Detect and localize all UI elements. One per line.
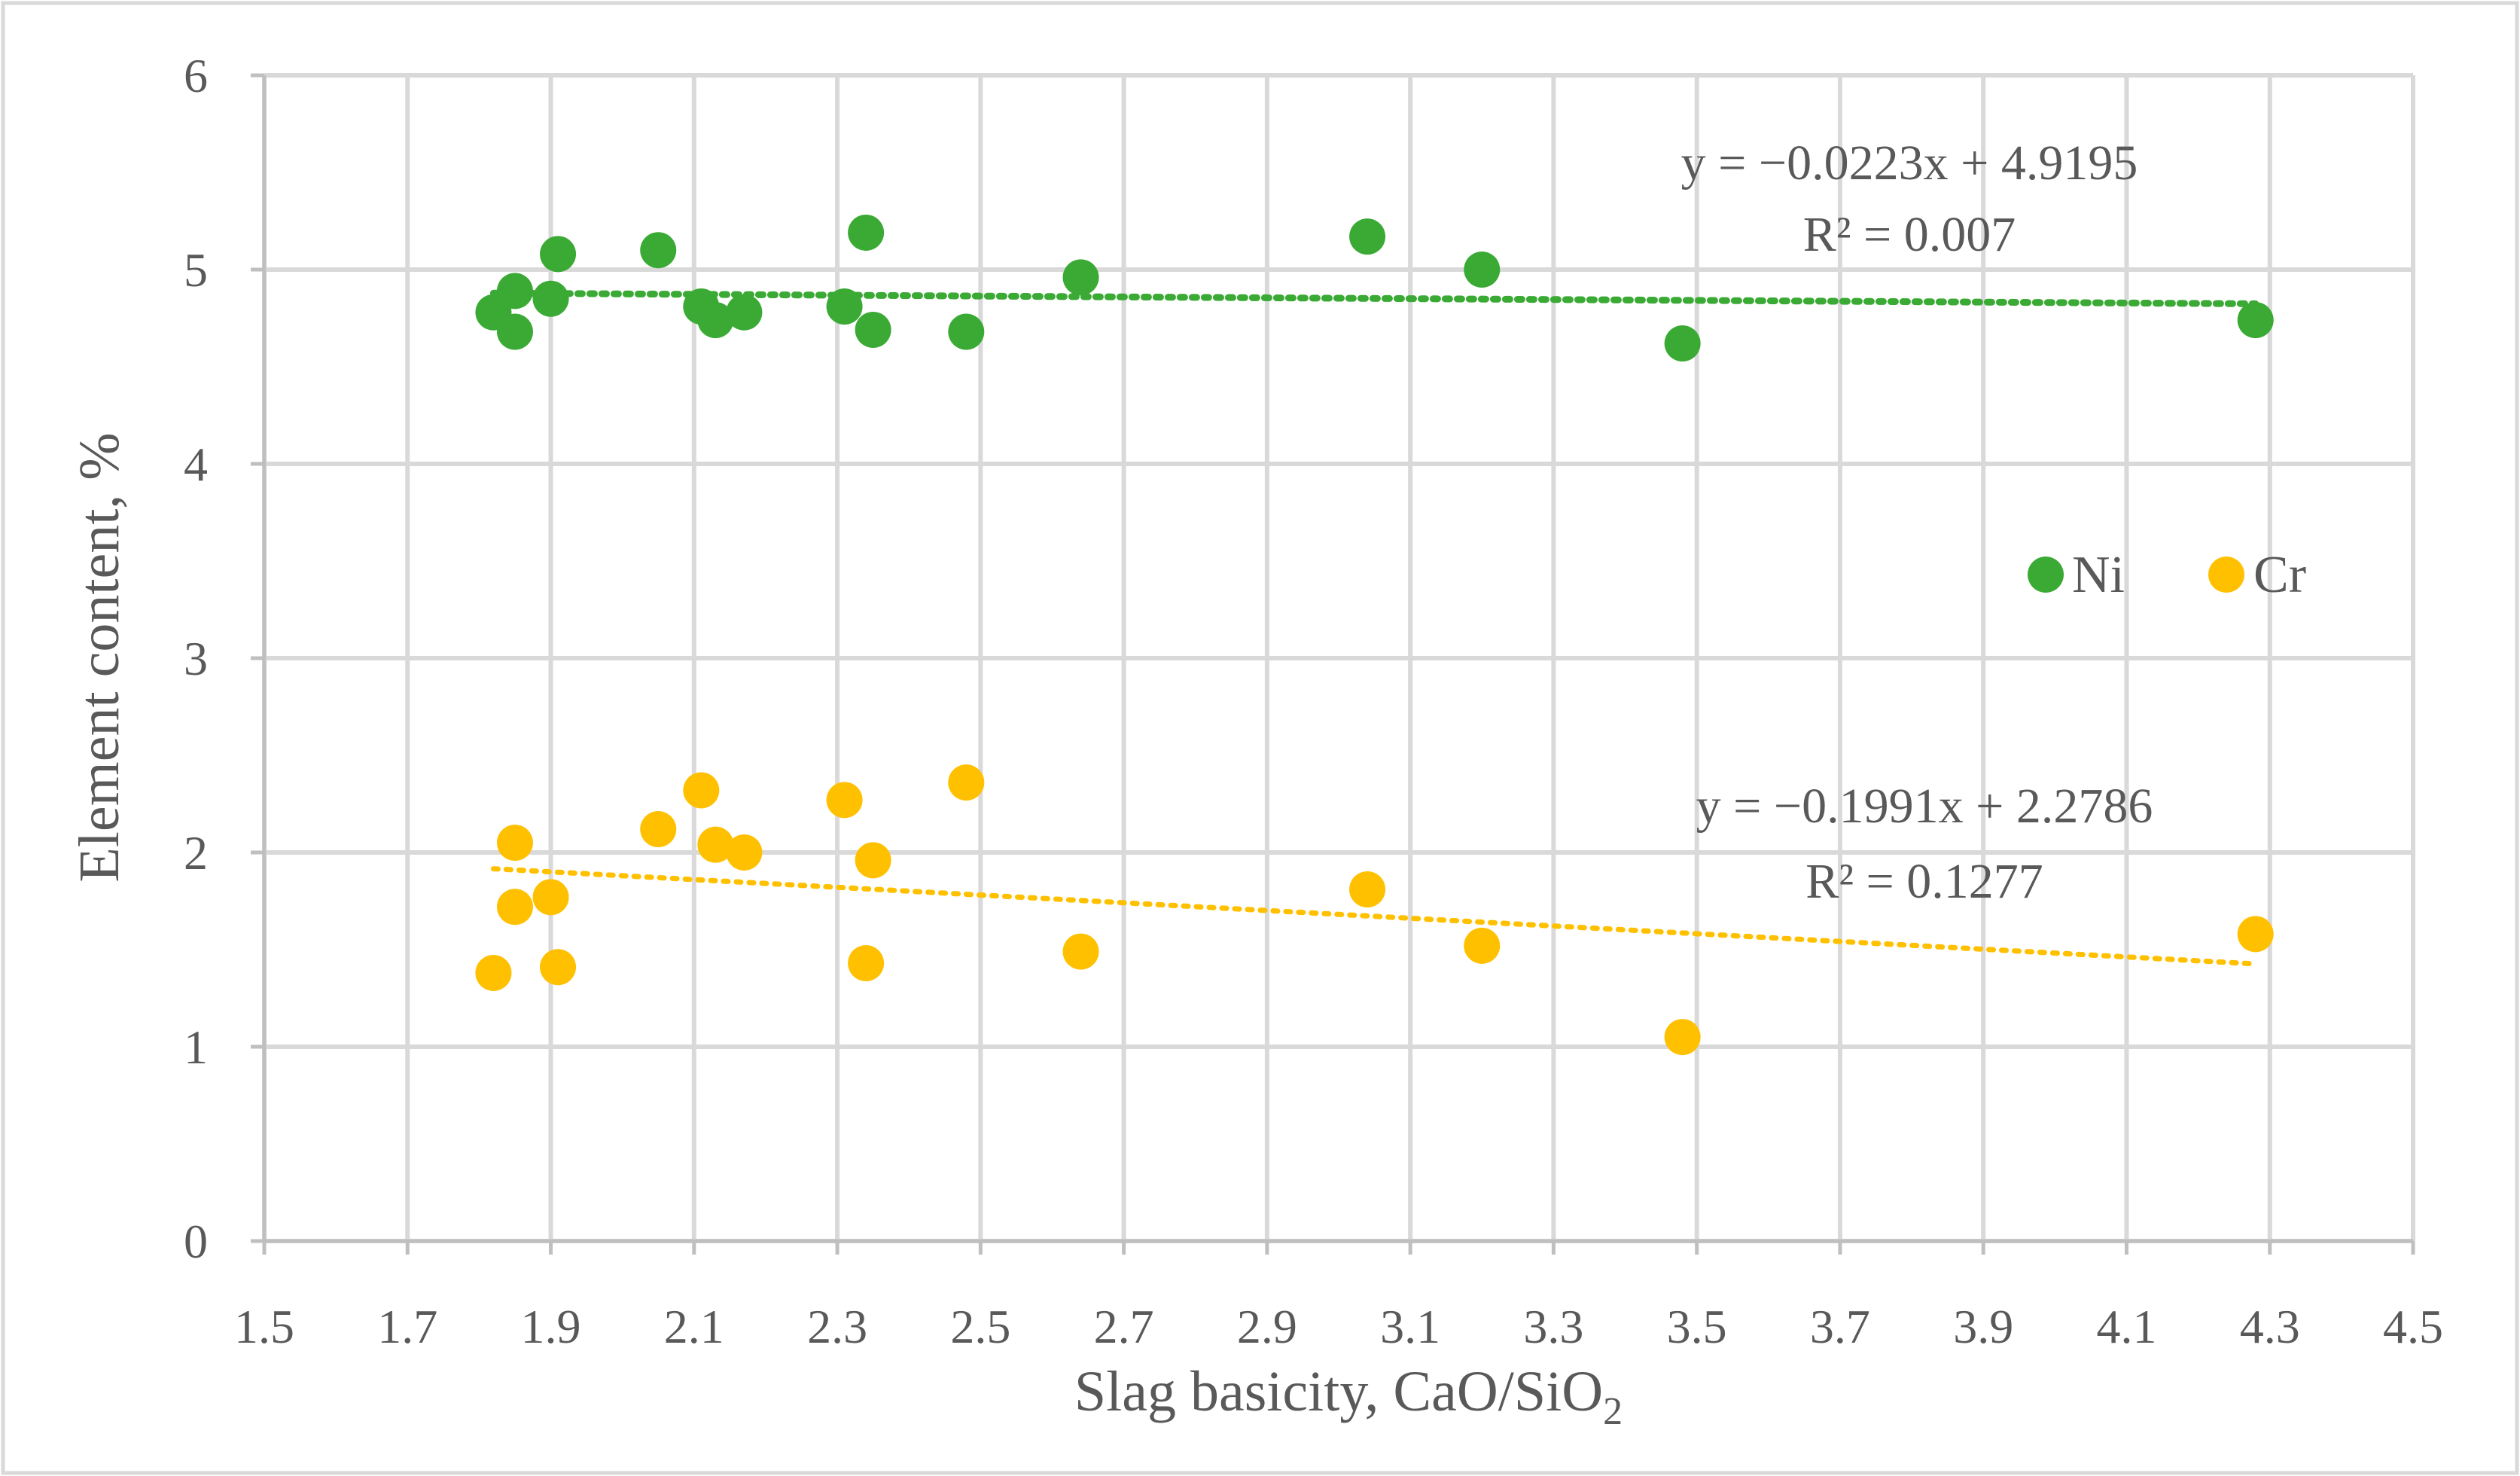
cr-data-point (496, 889, 533, 926)
tick-labels: 1.5 1.7 1.9 2.1 2.3 2.5 2.7 2.9 3.1 3.3 3.5 3.7 3.9 4… (184, 49, 2443, 1353)
grid-lines (262, 73, 2415, 1243)
ni-trendline-r-squared: R² = 0.007 (1803, 207, 2016, 262)
x-tick-label: 2.3 (807, 1300, 867, 1353)
ni-data-point (855, 311, 891, 348)
ni-data-point (948, 313, 985, 350)
legend: Ni Cr (2028, 546, 2306, 604)
ni-data-point (848, 214, 885, 251)
ni-data-point (2237, 302, 2274, 339)
cr-data-point (475, 954, 512, 991)
x-axis-title-main: Slag basicity, CaO/SiO (1074, 1360, 1603, 1423)
cr-trendline (490, 866, 2259, 967)
legend-marker-cr (2208, 557, 2244, 593)
x-tick-label: 3.7 (1810, 1300, 1870, 1353)
ni-data-point (532, 280, 569, 317)
x-tick-label: 4.3 (2240, 1300, 2300, 1353)
axes (251, 73, 2415, 1255)
x-tick-label: 2.5 (950, 1300, 1010, 1353)
x-tick-label: 3.3 (1523, 1300, 1583, 1353)
trendline-annotations: y = −0.0223x + 4.9195 R² = 0.007 y = −0.… (1681, 136, 2153, 909)
ni-data-point (726, 294, 763, 331)
cr-data-point (855, 842, 891, 879)
ni-data-point (496, 273, 533, 310)
y-tick-label: 1 (184, 1020, 208, 1074)
legend-label-cr: Cr (2253, 546, 2306, 604)
legend-marker-ni (2028, 557, 2064, 593)
ni-data-point (1062, 259, 1099, 296)
cr-data-point (683, 772, 720, 809)
x-tick-label: 1.9 (521, 1300, 581, 1353)
ni-data-point (1664, 325, 1701, 362)
ni-trendline (489, 289, 2259, 307)
x-tick-label: 3.5 (1667, 1300, 1727, 1353)
x-tick-label: 1.5 (234, 1300, 294, 1353)
x-tick-label: 3.9 (1953, 1300, 2013, 1353)
y-axis-title: Element content, % (68, 432, 131, 882)
cr-trendline-equation: y = −0.1991x + 2.2786 (1696, 779, 2153, 834)
cr-data-point (848, 945, 885, 982)
ni-data-point (540, 236, 577, 273)
y-tick-label: 3 (184, 632, 208, 685)
cr-trendline-r-squared: R² = 0.1277 (1805, 854, 2043, 909)
ni-data-point (1464, 252, 1501, 288)
cr-data-point (540, 949, 577, 986)
x-tick-label: 2.9 (1237, 1300, 1297, 1353)
x-tick-label: 3.1 (1380, 1300, 1440, 1353)
cr-data-point (948, 764, 985, 801)
x-tick-label: 4.1 (2096, 1300, 2156, 1353)
cr-data-point (1062, 933, 1099, 970)
y-tick-label: 0 (184, 1215, 208, 1268)
x-axis-title-subscript: 2 (1603, 1390, 1623, 1433)
ni-trendline-equation: y = −0.0223x + 4.9195 (1681, 136, 2138, 191)
x-tick-label: 1.7 (377, 1300, 437, 1353)
y-tick-label: 2 (184, 826, 208, 880)
cr-data-point (1664, 1019, 1701, 1056)
x-tick-label: 4.5 (2383, 1300, 2443, 1353)
y-tick-label: 6 (184, 49, 208, 102)
trendlines (489, 289, 2259, 967)
cr-data-point (1464, 927, 1501, 964)
y-tick-label: 4 (184, 438, 208, 491)
cr-data-point (726, 834, 763, 871)
ni-data-point (826, 288, 863, 325)
cr-data-point (1349, 871, 1386, 908)
cr-data-point (826, 782, 863, 819)
ni-data-point (1349, 218, 1386, 255)
cr-data-point (532, 879, 569, 916)
ni-data-point (640, 232, 677, 269)
data-points (475, 214, 2274, 1056)
legend-label-ni: Ni (2072, 546, 2125, 604)
x-tick-label: 2.1 (664, 1300, 724, 1353)
ni-data-point (496, 313, 533, 350)
cr-data-point (640, 811, 677, 848)
cr-data-point (496, 825, 533, 862)
y-tick-label: 5 (184, 243, 208, 297)
x-tick-label: 2.7 (1094, 1300, 1154, 1353)
x-axis-title: Slag basicity, CaO/SiO2 (1074, 1360, 1623, 1433)
cr-data-point (697, 826, 734, 863)
cr-data-point (2237, 916, 2274, 953)
ni-data-point (697, 302, 734, 339)
